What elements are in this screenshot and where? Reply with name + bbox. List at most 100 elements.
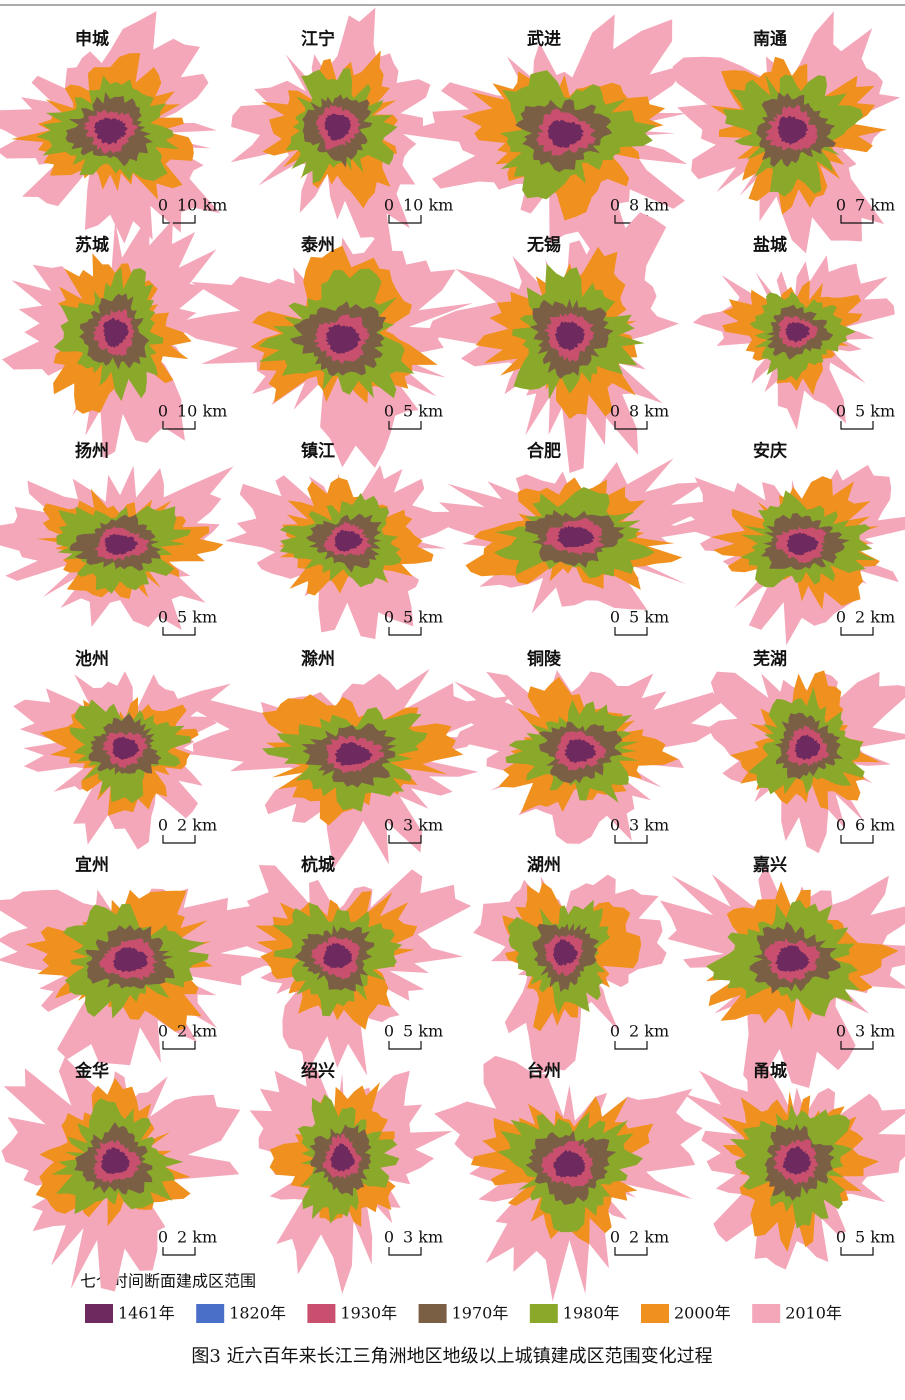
city-map [225,865,472,1076]
city-map [682,1059,905,1270]
scale-bar [614,421,648,430]
scale-label: 2 km [855,608,895,627]
city-name: 申城 [75,29,109,50]
scale-label: 5 km [629,608,669,627]
built-area [547,119,584,148]
scale-zero: 0 [610,196,620,215]
built-area [112,946,149,973]
scale-label: 2 km [177,1228,217,1247]
scale-bar [162,1041,196,1050]
scale-zero: 0 [384,816,394,835]
scale-bar [162,835,196,844]
city-map [659,865,905,1091]
city-map [427,458,717,614]
scale-bar [162,1247,196,1256]
scale-label: 6 km [855,816,895,835]
scale-bar [162,421,196,430]
city-name: 盐城 [753,235,787,256]
scale-zero: 0 [384,1228,394,1247]
built-area [556,525,595,548]
city-map [434,1055,703,1302]
legend-title: 七个时间断面建成区范围 [80,1272,256,1291]
legend-label: 2000年 [674,1304,731,1323]
built-area [777,115,809,146]
scale-bar [388,627,422,636]
built-area [786,532,820,556]
city-name: 杭城 [301,855,335,876]
scale-label: 3 km [855,1022,895,1041]
built-area [794,734,821,760]
scale-label: 7 km [855,196,895,215]
built-area [330,1143,355,1172]
scale-label: 5 km [855,402,895,421]
city-name: 湖州 [527,856,561,876]
built-area [784,321,810,343]
scale-bar [840,1041,874,1050]
scale-zero: 0 [384,608,394,627]
city-map [0,888,281,1066]
city-map [0,465,234,630]
city-name: 宜州 [75,855,109,876]
scale-zero: 0 [158,1228,168,1247]
legend-label: 1980年 [563,1304,620,1323]
city-name: 镇江 [301,441,335,462]
scale-label: 2 km [177,1022,217,1041]
built-area [334,742,373,766]
scale-zero: 0 [158,608,168,627]
scale-bar [840,1247,874,1256]
scale-label: 8 km [629,196,669,215]
legend-swatch [641,1304,669,1323]
scale-label: 5 km [403,608,443,627]
scale-zero: 0 [384,196,394,215]
legend-swatch [307,1304,336,1323]
scale-bar [388,1041,422,1050]
built-area [553,1149,586,1178]
scale-zero: 0 [836,402,846,421]
scale-label: 2 km [177,816,217,835]
city-map [230,7,431,254]
city-name: 滁州 [301,649,335,670]
city-name: 无锡 [526,235,561,256]
city-map [2,214,217,459]
city-name: 嘉兴 [752,855,787,876]
scale-zero: 0 [610,1022,620,1041]
scale-label: 5 km [403,402,443,421]
scale-bar [388,835,422,844]
built-area [112,736,140,760]
scale-bar [840,421,874,430]
city-map [0,11,220,244]
built-area [775,945,811,973]
scale-bar [614,1247,648,1256]
scale-zero: 0 [836,608,846,627]
scale-label: 10 km [403,196,453,215]
scale-zero: 0 [158,816,168,835]
scale-label: 3 km [403,816,443,835]
legend-swatch [418,1304,447,1323]
city-name: 绍兴 [301,1061,335,1082]
city-name: 南通 [753,29,787,50]
scale-bar [614,627,648,636]
city-name: 苏城 [75,235,109,256]
scale-bar [840,215,874,224]
scale-bar [614,835,648,844]
scale-zero: 0 [836,816,846,835]
legend-label: 1461年 [118,1304,175,1323]
scale-bar [388,215,422,224]
scale-label: 5 km [855,1228,895,1247]
city-name: 池州 [75,649,109,670]
city-map [13,671,231,850]
built-area [93,117,128,145]
built-area [100,1147,130,1175]
built-area [553,939,578,966]
city-map [192,668,512,869]
scale-zero: 0 [836,1228,846,1247]
city-map [675,464,905,646]
scale-zero: 0 [158,1022,168,1041]
city-name: 合肥 [527,441,561,462]
scale-zero: 0 [610,402,620,421]
city-name: 安庆 [753,441,787,462]
city-map [672,11,901,254]
built-area [325,323,362,354]
scale-zero: 0 [610,816,620,835]
